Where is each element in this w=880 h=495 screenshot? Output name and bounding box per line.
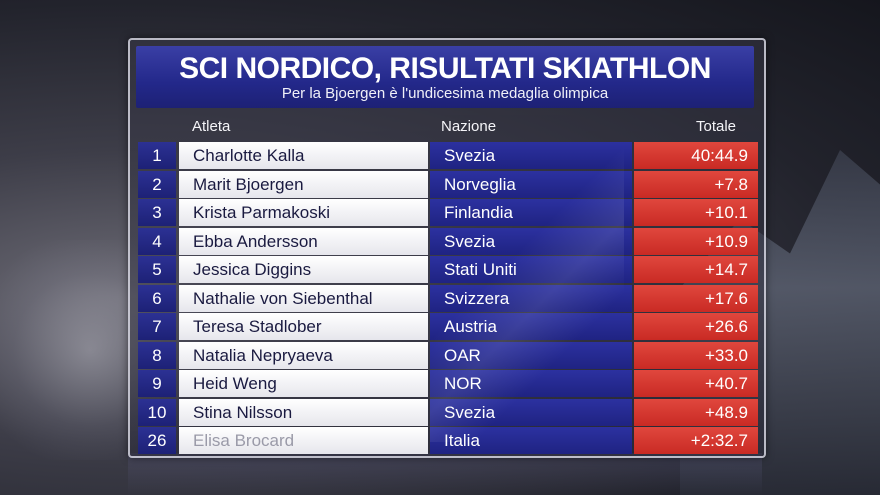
nation-cell: OAR <box>430 341 632 369</box>
column-header-nation: Nazione <box>441 118 497 135</box>
total-cell: +10.1 <box>634 199 758 226</box>
rank-cell: 4 <box>138 227 176 255</box>
nation-cell: Norveglia <box>430 170 632 198</box>
table-row: 4 Ebba Andersson Svezia +10.9 <box>138 227 758 257</box>
rank-cell: 1 <box>138 142 176 169</box>
results-board: SCI NORDICO, RISULTATI SKIATHLON Per la … <box>128 38 766 458</box>
table-row: 10 Stina Nilsson Svezia +48.9 <box>138 398 758 428</box>
athlete-cell: Jessica Diggins <box>179 256 428 283</box>
total-cell: +14.7 <box>634 256 758 283</box>
athlete-cell: Charlotte Kalla <box>179 142 428 169</box>
board-reflection <box>128 453 762 495</box>
total-cell: +33.0 <box>634 341 758 369</box>
athlete-cell: Ebba Andersson <box>179 227 428 255</box>
table-row: 2 Marit Bjoergen Norveglia +7.8 <box>138 170 758 200</box>
rank-cell: 3 <box>138 199 176 226</box>
rank-cell: 2 <box>138 170 176 198</box>
table-row: 1 Charlotte Kalla Svezia 40:44.9 <box>138 142 758 171</box>
board-title: SCI NORDICO, RISULTATI SKIATHLON <box>179 52 711 85</box>
board-subtitle: Per la Bjoergen è l'undicesima medaglia … <box>281 85 609 102</box>
table-row: 3 Krista Parmakoski Finlandia +10.1 <box>138 199 758 228</box>
nation-cell: Svezia <box>430 142 632 169</box>
total-cell: +7.8 <box>634 170 758 198</box>
total-cell: 40:44.9 <box>634 142 758 169</box>
athlete-cell: Elisa Brocard <box>179 427 428 454</box>
athlete-cell: Nathalie von Siebenthal <box>179 284 428 312</box>
column-header-total: Totale <box>696 118 737 135</box>
column-header-athlete: Atleta <box>192 118 231 135</box>
total-cell: +10.9 <box>634 227 758 255</box>
table-row: 26 Elisa Brocard Italia +2:32.7 <box>138 427 758 456</box>
athlete-cell: Krista Parmakoski <box>179 199 428 226</box>
total-cell: +40.7 <box>634 370 758 397</box>
athlete-cell: Stina Nilsson <box>179 398 428 426</box>
athlete-cell: Heid Weng <box>179 370 428 397</box>
table-row: 5 Jessica Diggins Stati Uniti +14.7 <box>138 256 758 285</box>
rank-cell: 9 <box>138 370 176 397</box>
nation-cell: NOR <box>430 370 632 397</box>
table-row: 9 Heid Weng NOR +40.7 <box>138 370 758 399</box>
total-cell: +26.6 <box>634 313 758 340</box>
rank-cell: 5 <box>138 256 176 283</box>
table-row: 6 Nathalie von Siebenthal Svizzera +17.6 <box>138 284 758 314</box>
rank-cell: 8 <box>138 341 176 369</box>
athlete-cell: Marit Bjoergen <box>179 170 428 198</box>
nation-cell: Stati Uniti <box>430 256 632 283</box>
total-cell: +48.9 <box>634 398 758 426</box>
rank-cell: 6 <box>138 284 176 312</box>
nation-cell: Finlandia <box>430 199 632 226</box>
total-cell: +2:32.7 <box>634 427 758 454</box>
rank-cell: 7 <box>138 313 176 340</box>
athlete-cell: Natalia Nepryaeva <box>179 341 428 369</box>
total-cell: +17.6 <box>634 284 758 312</box>
results-table: 1 Charlotte Kalla Svezia 40:44.9 2 Marit Bjoe… <box>138 142 758 456</box>
table-row: 8 Natalia Nepryaeva OAR +33.0 <box>138 341 758 371</box>
board-header: SCI NORDICO, RISULTATI SKIATHLON Per la … <box>136 46 754 108</box>
rank-cell: 26 <box>138 427 176 454</box>
rank-cell: 10 <box>138 398 176 426</box>
table-row: 7 Teresa Stadlober Austria +26.6 <box>138 313 758 342</box>
nation-cell: Svizzera <box>430 284 632 312</box>
athlete-cell: Teresa Stadlober <box>179 313 428 340</box>
nation-cell: Svezia <box>430 227 632 255</box>
nation-cell: Austria <box>430 313 632 340</box>
nation-cell: Italia <box>430 427 632 454</box>
nation-cell: Svezia <box>430 398 632 426</box>
